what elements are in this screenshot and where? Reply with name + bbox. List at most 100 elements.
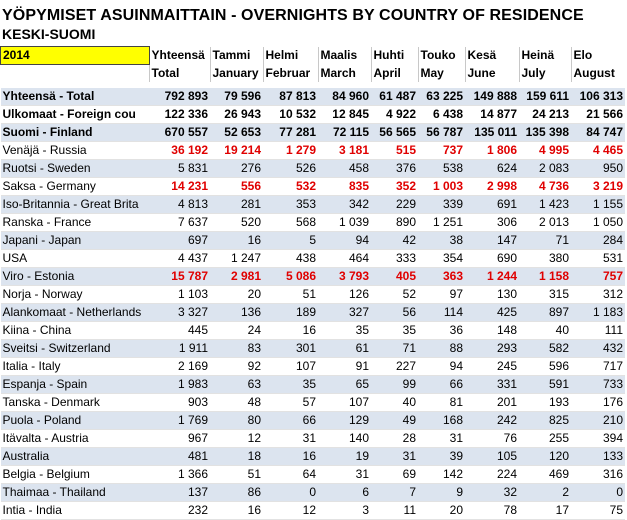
value-cell[interactable]: 4 995 bbox=[519, 141, 571, 160]
value-cell[interactable]: 1 103 bbox=[149, 285, 210, 304]
value-cell[interactable]: 363 bbox=[418, 267, 465, 286]
value-cell[interactable]: 107 bbox=[318, 393, 371, 412]
row-label[interactable]: Suomi - Finland bbox=[0, 123, 149, 142]
value-cell[interactable]: 51 bbox=[210, 465, 263, 484]
value-cell[interactable]: 733 bbox=[571, 375, 625, 394]
value-cell[interactable]: 1 039 bbox=[318, 213, 371, 232]
column-header-fi[interactable]: Kesä bbox=[464, 46, 519, 65]
value-cell[interactable]: 56 787 bbox=[418, 123, 465, 142]
value-cell[interactable]: 1 003 bbox=[418, 177, 465, 196]
column-header-en[interactable]: April bbox=[370, 64, 418, 82]
value-cell[interactable]: 757 bbox=[571, 267, 625, 286]
value-cell[interactable]: 210 bbox=[571, 411, 625, 430]
value-cell[interactable]: 35 bbox=[371, 321, 418, 340]
table-row[interactable]: USA 4 437 1 247 438 464 333 354 690 380 531 bbox=[0, 249, 625, 268]
value-cell[interactable]: 281 bbox=[210, 195, 263, 214]
value-cell[interactable]: 26 943 bbox=[210, 105, 263, 124]
year-cell[interactable]: 2014 bbox=[0, 46, 150, 65]
value-cell[interactable]: 697 bbox=[149, 231, 210, 250]
value-cell[interactable]: 19 214 bbox=[210, 141, 263, 160]
table-row[interactable]: Intia - India 232 16 12 3 11 20 78 17 75 bbox=[0, 501, 625, 520]
value-cell[interactable]: 0 bbox=[263, 483, 318, 502]
value-cell[interactable]: 4 922 bbox=[371, 105, 418, 124]
table-row[interactable]: Alankomaat - Netherlands 3 327 136 189 327 56… bbox=[0, 303, 625, 322]
value-cell[interactable]: 306 bbox=[465, 213, 519, 232]
value-cell[interactable]: 64 bbox=[263, 465, 318, 484]
value-cell[interactable]: 556 bbox=[210, 177, 263, 196]
value-cell[interactable]: 445 bbox=[149, 321, 210, 340]
table-row[interactable]: Australia 481 18 16 19 31 39 105 120 133 bbox=[0, 447, 625, 466]
value-cell[interactable]: 481 bbox=[149, 447, 210, 466]
table-row[interactable]: Itävalta - Austria 967 12 31 140 28 31 76 255 394 bbox=[0, 429, 625, 448]
value-cell[interactable]: 596 bbox=[519, 357, 571, 376]
value-cell[interactable]: 897 bbox=[519, 303, 571, 322]
value-cell[interactable]: 376 bbox=[371, 159, 418, 178]
row-label[interactable]: Thaimaa - Thailand bbox=[0, 483, 149, 502]
value-cell[interactable]: 394 bbox=[571, 429, 625, 448]
value-cell[interactable]: 835 bbox=[318, 177, 371, 196]
value-cell[interactable]: 21 566 bbox=[571, 105, 625, 124]
value-cell[interactable]: 40 bbox=[519, 321, 571, 340]
row-label[interactable]: Ruotsi - Sweden bbox=[0, 159, 149, 178]
table-row[interactable]: Tanska - Denmark 903 48 57 107 40 81 201 193 176 bbox=[0, 393, 625, 412]
row-label[interactable]: Japani - Japan bbox=[0, 231, 149, 250]
value-cell[interactable]: 255 bbox=[519, 429, 571, 448]
value-cell[interactable]: 1 423 bbox=[519, 195, 571, 214]
value-cell[interactable]: 149 888 bbox=[465, 88, 519, 106]
value-cell[interactable]: 16 bbox=[263, 447, 318, 466]
value-cell[interactable]: 903 bbox=[149, 393, 210, 412]
value-cell[interactable]: 105 bbox=[465, 447, 519, 466]
row-label[interactable]: Saksa - Germany bbox=[0, 177, 149, 196]
value-cell[interactable]: 135 398 bbox=[519, 123, 571, 142]
value-cell[interactable]: 316 bbox=[571, 465, 625, 484]
value-cell[interactable]: 331 bbox=[465, 375, 519, 394]
value-cell[interactable]: 624 bbox=[465, 159, 519, 178]
row-label[interactable]: Alankomaat - Netherlands bbox=[0, 303, 149, 322]
value-cell[interactable]: 3 181 bbox=[318, 141, 371, 160]
row-label[interactable]: Norja - Norway bbox=[0, 285, 149, 304]
value-cell[interactable]: 142 bbox=[418, 465, 465, 484]
value-cell[interactable]: 438 bbox=[263, 249, 318, 268]
table-row[interactable]: Iso-Britannia - Great Brita 4 813 281 353 34… bbox=[0, 195, 625, 214]
value-cell[interactable]: 1 247 bbox=[210, 249, 263, 268]
value-cell[interactable]: 1 983 bbox=[149, 375, 210, 394]
value-cell[interactable]: 293 bbox=[465, 339, 519, 358]
table-row[interactable]: Belgia - Belgium 1 366 51 64 31 69 142 224 469 31… bbox=[0, 465, 625, 484]
value-cell[interactable]: 75 bbox=[571, 501, 625, 520]
column-header-fi[interactable]: Huhti bbox=[370, 46, 418, 65]
value-cell[interactable]: 201 bbox=[465, 393, 519, 412]
row-label[interactable]: Italia - Italy bbox=[0, 357, 149, 376]
row-label[interactable]: Puola - Poland bbox=[0, 411, 149, 430]
value-cell[interactable]: 16 bbox=[263, 321, 318, 340]
value-cell[interactable]: 1 279 bbox=[263, 141, 318, 160]
table-row[interactable]: Yhteensä - Total 792 893 79 596 87 813 84 96… bbox=[0, 88, 625, 106]
value-cell[interactable]: 1 251 bbox=[418, 213, 465, 232]
value-cell[interactable]: 284 bbox=[571, 231, 625, 250]
value-cell[interactable]: 2 981 bbox=[210, 267, 263, 286]
value-cell[interactable]: 63 bbox=[210, 375, 263, 394]
value-cell[interactable]: 114 bbox=[418, 303, 465, 322]
value-cell[interactable]: 380 bbox=[519, 249, 571, 268]
value-cell[interactable]: 5 bbox=[263, 231, 318, 250]
value-cell[interactable]: 245 bbox=[465, 357, 519, 376]
value-cell[interactable]: 106 313 bbox=[571, 88, 625, 106]
value-cell[interactable]: 122 336 bbox=[149, 105, 210, 124]
value-cell[interactable]: 469 bbox=[519, 465, 571, 484]
value-cell[interactable]: 24 213 bbox=[519, 105, 571, 124]
value-cell[interactable]: 691 bbox=[465, 195, 519, 214]
value-cell[interactable]: 1 244 bbox=[465, 267, 519, 286]
value-cell[interactable]: 84 960 bbox=[318, 88, 371, 106]
value-cell[interactable]: 20 bbox=[418, 501, 465, 520]
value-cell[interactable]: 136 bbox=[210, 303, 263, 322]
value-cell[interactable]: 229 bbox=[371, 195, 418, 214]
value-cell[interactable]: 14 877 bbox=[465, 105, 519, 124]
value-cell[interactable]: 31 bbox=[318, 465, 371, 484]
value-cell[interactable]: 40 bbox=[371, 393, 418, 412]
value-cell[interactable]: 1 366 bbox=[149, 465, 210, 484]
value-cell[interactable]: 717 bbox=[571, 357, 625, 376]
value-cell[interactable]: 825 bbox=[519, 411, 571, 430]
table-row[interactable]: Japani - Japan 697 16 5 94 42 38 147 71 284 bbox=[0, 231, 625, 250]
value-cell[interactable]: 48 bbox=[210, 393, 263, 412]
value-cell[interactable]: 531 bbox=[571, 249, 625, 268]
value-cell[interactable]: 232 bbox=[149, 501, 210, 520]
